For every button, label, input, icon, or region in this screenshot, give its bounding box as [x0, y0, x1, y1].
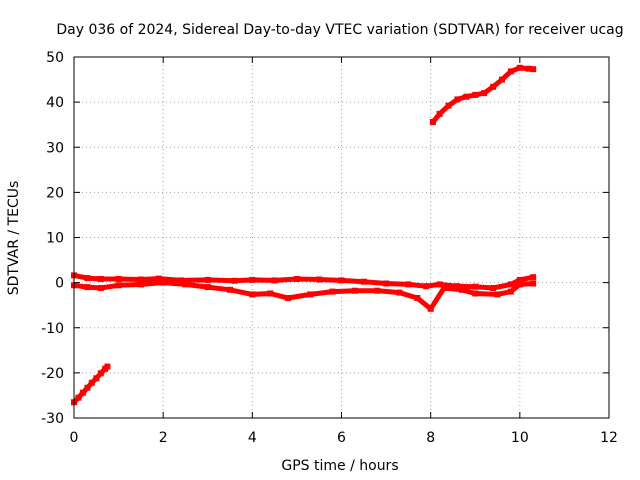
data-point — [293, 276, 300, 282]
data-point — [516, 281, 523, 288]
data-point — [396, 289, 403, 296]
y-tick-label: 10 — [46, 231, 64, 247]
data-point — [454, 283, 461, 290]
data-point — [97, 370, 104, 377]
data-point — [84, 284, 91, 291]
y-tick-label: -20 — [41, 366, 64, 382]
data-point — [472, 283, 479, 290]
data-point — [463, 93, 470, 100]
chart-title: Day 036 of 2024, Sidereal Day-to-day VTE… — [56, 22, 623, 38]
data-point — [79, 389, 86, 396]
data-point — [84, 275, 91, 282]
data-point — [271, 277, 278, 284]
data-point — [525, 65, 532, 72]
data-point — [360, 278, 367, 285]
y-tick-label: 50 — [46, 50, 64, 66]
y-tick-label: 0 — [55, 276, 64, 292]
y-tick-label: 30 — [46, 140, 64, 156]
data-point — [182, 281, 189, 288]
x-tick-label: 0 — [70, 430, 79, 446]
data-point — [423, 283, 430, 290]
data-point — [374, 287, 381, 294]
data-point — [338, 277, 345, 284]
y-tick-label: -30 — [41, 411, 64, 427]
data-point — [104, 363, 111, 370]
x-tick-label: 2 — [159, 430, 168, 446]
x-tick-label: 8 — [426, 430, 435, 446]
data-point — [472, 290, 479, 297]
data-point — [445, 102, 452, 109]
data-point — [227, 286, 233, 293]
data-point — [115, 282, 122, 289]
data-point — [429, 119, 436, 125]
data-point — [507, 288, 514, 295]
data-point — [329, 288, 336, 295]
data-point — [427, 305, 434, 312]
data-point — [507, 281, 514, 288]
data-point — [383, 280, 390, 287]
data-point — [530, 280, 537, 287]
x-tick-label: 10 — [511, 430, 529, 446]
data-point — [75, 394, 82, 401]
data-point — [249, 291, 256, 298]
y-tick-label: -10 — [41, 321, 64, 337]
data-point — [516, 64, 523, 71]
data-point — [84, 384, 91, 391]
data-point — [97, 285, 104, 291]
data-point — [472, 91, 479, 98]
data-point — [481, 90, 488, 97]
data-point — [436, 110, 443, 117]
data-point — [316, 276, 323, 283]
data-point — [160, 279, 167, 286]
data-point — [494, 291, 501, 298]
data-point — [458, 286, 465, 293]
data-point — [454, 96, 461, 103]
data-point — [97, 276, 104, 282]
data-point — [405, 281, 412, 288]
data-point — [249, 276, 256, 283]
data-point — [231, 277, 238, 284]
data-point — [137, 281, 144, 288]
data-point — [530, 66, 537, 73]
x-tick-label: 6 — [337, 430, 346, 446]
grid-lines — [74, 57, 609, 418]
y-tick-label: 40 — [46, 95, 64, 111]
x-tick-label: 12 — [600, 430, 618, 446]
data-point — [351, 287, 358, 294]
data-point — [516, 276, 523, 283]
y-tick-label: 20 — [46, 185, 64, 201]
data-point — [204, 284, 211, 291]
data-point — [499, 76, 505, 83]
y-axis-label: SDTVAR / TECUs — [6, 181, 22, 296]
data-point — [490, 285, 497, 291]
data-point — [204, 276, 211, 283]
x-tick-label: 4 — [248, 430, 257, 446]
data-point — [414, 295, 421, 301]
data-point — [285, 295, 291, 301]
data-point — [155, 275, 162, 282]
data-point — [507, 68, 514, 75]
x-axis-label: GPS time / hours — [281, 458, 398, 474]
data-point — [178, 277, 184, 284]
data-point — [436, 281, 443, 288]
data-series — [71, 64, 537, 406]
data-point — [93, 375, 100, 382]
data-point — [137, 276, 144, 283]
data-point — [267, 290, 274, 297]
data-point — [307, 291, 314, 298]
data-point — [115, 276, 122, 282]
axis-ticks: 0 2 4 6 8 10 12 -30 -20 -10 0 10 20 30 40 50 — [41, 50, 618, 446]
data-point — [88, 379, 95, 386]
data-point — [441, 285, 447, 291]
data-point — [490, 83, 497, 90]
data-point — [530, 274, 537, 281]
